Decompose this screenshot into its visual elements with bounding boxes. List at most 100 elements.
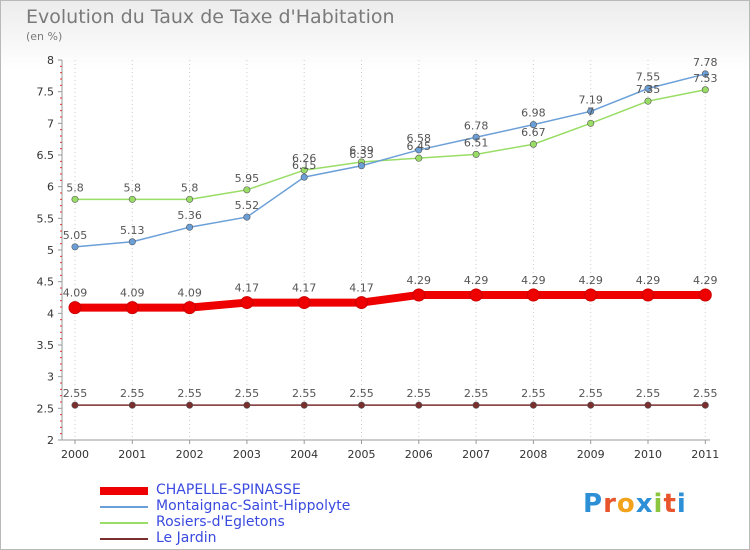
data-label: 2.55 (177, 387, 202, 400)
proxiti-logo: Proxiti (583, 489, 687, 519)
data-point (357, 162, 365, 170)
data-point (698, 288, 712, 302)
legend-label: Rosiers-d'Egletons (156, 514, 285, 530)
y-tick-label: 7 (47, 117, 54, 130)
logo-letter: t (663, 489, 677, 519)
data-point (128, 401, 136, 409)
y-tick-label: 4 (47, 307, 54, 320)
data-point (186, 195, 194, 203)
x-tick-label: 2001 (118, 448, 146, 461)
x-tick-label: 2010 (634, 448, 662, 461)
y-tick-label: 6.5 (37, 149, 55, 162)
data-point (186, 223, 194, 231)
data-label: 2.55 (636, 387, 661, 400)
data-label: 6.45 (407, 140, 432, 153)
data-label: 4.17 (349, 282, 374, 295)
data-point (587, 107, 595, 115)
data-label: 4.17 (292, 282, 317, 295)
data-label: 2.55 (464, 387, 489, 400)
line-chart: 2 2.5 3 3.5 4 4.5 5 5.5 6 6.5 7 7.5 8 2000 2001 2002 200… (37, 54, 720, 461)
data-label: 6.51 (464, 136, 489, 149)
data-point (300, 401, 308, 409)
data-point (529, 401, 537, 409)
logo-letter: r (603, 489, 617, 519)
x-tick-label: 2007 (462, 448, 490, 461)
data-label: 4.29 (521, 274, 546, 287)
data-label: 4.09 (177, 287, 202, 300)
y-tick-label: 4.5 (37, 276, 55, 289)
legend-swatch (100, 522, 148, 524)
data-label: 7.55 (636, 71, 661, 84)
data-label: 2.55 (693, 387, 718, 400)
data-label: 7.35 (636, 83, 661, 96)
data-point (641, 288, 655, 302)
data-point (472, 401, 480, 409)
data-label: 5.13 (120, 224, 145, 237)
data-label: 4.29 (693, 274, 718, 287)
data-label: 5.36 (177, 209, 202, 222)
x-tick-label: 2008 (519, 448, 547, 461)
data-label: 2.55 (120, 387, 145, 400)
data-label: 5.8 (66, 181, 84, 194)
data-point (183, 301, 197, 315)
data-label: 5.52 (235, 199, 260, 212)
y-tick-label: 8 (47, 54, 54, 67)
data-point (526, 288, 540, 302)
chart-subtitle: (en %) (26, 30, 63, 43)
y-tick-label: 3.5 (37, 339, 55, 352)
data-point (701, 86, 709, 94)
data-label: 7.53 (693, 72, 718, 85)
data-point (300, 166, 308, 174)
data-label: 4.17 (235, 282, 260, 295)
data-label: 6.67 (521, 126, 546, 139)
data-point (415, 146, 423, 154)
data-point (472, 150, 480, 158)
data-point (71, 195, 79, 203)
data-point (587, 401, 595, 409)
logo-letter: o (616, 489, 636, 519)
y-tick-label: 5.5 (37, 212, 55, 225)
data-point (297, 296, 311, 310)
data-point (529, 121, 537, 129)
data-point (186, 401, 194, 409)
data-label: 7.78 (693, 56, 718, 69)
data-label: 2.55 (235, 387, 260, 400)
data-point (701, 70, 709, 78)
x-tick-label: 2006 (405, 448, 433, 461)
data-point (240, 296, 254, 310)
logo-letter: i (653, 489, 664, 519)
y-tick-label: 2 (47, 434, 54, 447)
data-label: 4.29 (464, 274, 489, 287)
data-label: 4.09 (120, 287, 145, 300)
data-point (701, 401, 709, 409)
series-line (75, 290, 706, 312)
data-label: 5.95 (235, 172, 260, 185)
legend-swatch (100, 506, 148, 508)
logo-letter: P (583, 489, 604, 519)
data-label: 4.29 (636, 274, 661, 287)
data-point (412, 288, 426, 302)
y-tick-label: 2.5 (37, 402, 55, 415)
data-point (357, 401, 365, 409)
data-label: 5.8 (181, 181, 199, 194)
data-label: 6.58 (407, 132, 432, 145)
data-label: 5.8 (124, 181, 142, 194)
y-tick-label: 3 (47, 371, 54, 384)
data-label: 6.26 (292, 152, 317, 165)
data-label: 4.09 (63, 287, 88, 300)
logo-letter: x (635, 489, 654, 519)
legend-label: Le Jardin (156, 530, 217, 546)
y-tick-label: 5 (47, 244, 54, 257)
data-point (128, 238, 136, 246)
data-label: 6.98 (521, 107, 546, 120)
data-point (300, 173, 308, 181)
data-point (355, 296, 368, 310)
data-point (584, 288, 598, 302)
data-point (415, 154, 423, 162)
data-label: 6.78 (464, 119, 489, 132)
series-line (75, 89, 706, 201)
x-tick-label: 2002 (176, 448, 204, 461)
legend-swatch (100, 538, 148, 540)
data-point (644, 97, 652, 105)
data-label: 2.55 (407, 387, 432, 400)
